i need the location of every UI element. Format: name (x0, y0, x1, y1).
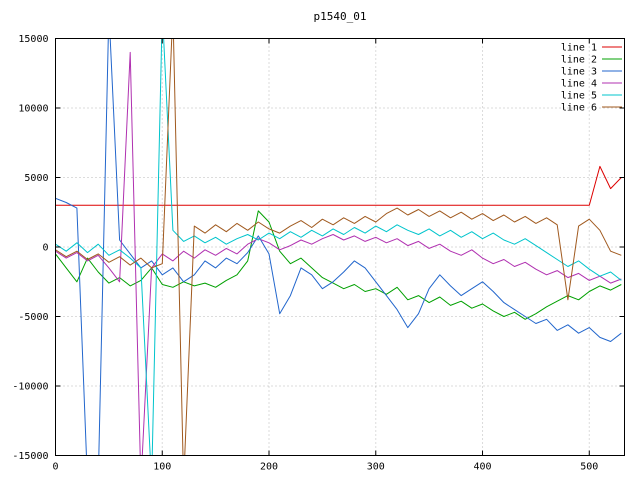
axis-layer: 0 100 200 300 400 500 -15000 -10000 -5000 0 5000 10… (12, 34, 625, 473)
y-tick-label: 10000 (18, 104, 48, 115)
legend-label-6: line 6 (561, 103, 597, 114)
x-tick-label: 0 (52, 462, 58, 473)
chart-line-4 (55, 51, 622, 456)
legend-label-1: line 1 (561, 43, 597, 54)
x-tick-label: 100 (153, 462, 171, 473)
y-tick-label: 5000 (24, 173, 48, 184)
x-tick-label: 500 (580, 462, 598, 473)
chart-line-6 (55, 38, 622, 456)
grid-layer (55, 38, 625, 456)
y-tick-label: 0 (42, 243, 48, 254)
chart-line-1 (55, 165, 622, 206)
legend-label-4: line 4 (561, 79, 597, 90)
legend-label-3: line 3 (561, 67, 597, 78)
y-tick-label: -5000 (18, 312, 48, 323)
legend-label-2: line 2 (561, 55, 597, 66)
chart-line-2 (55, 210, 622, 320)
y-tick-label: -15000 (12, 451, 48, 462)
series-layer (55, 38, 622, 456)
chart-line-5 (55, 38, 622, 456)
legend-label-5: line 5 (561, 91, 597, 102)
y-tick-label: 15000 (18, 34, 48, 45)
y-tick-label: -10000 (12, 382, 48, 393)
x-tick-label: 400 (473, 462, 491, 473)
x-tick-label: 300 (367, 462, 385, 473)
x-tick-label: 200 (260, 462, 278, 473)
chart-title: p1540_01 (314, 10, 367, 23)
chart-line-3 (55, 38, 622, 456)
